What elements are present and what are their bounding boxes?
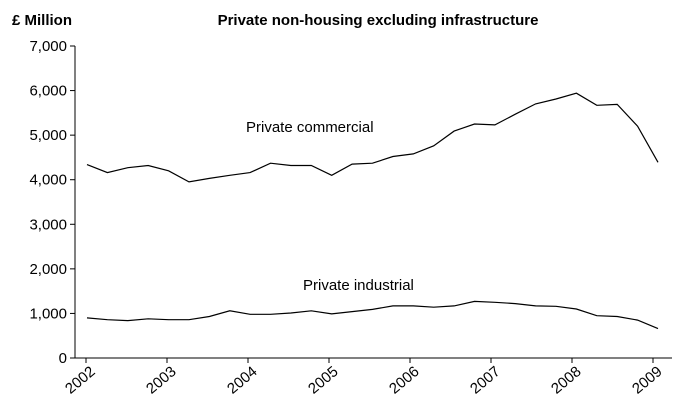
x-tick-label: 2003 (143, 363, 179, 397)
y-tick-label: 4,000 (29, 172, 67, 189)
series-line-private-industrial (86, 300, 659, 330)
series-line-private-commercial (86, 92, 659, 183)
x-tick-label: 2008 (548, 363, 584, 397)
y-ticks: 0 1,000 2,000 3,000 4,000 5,000 6,000 7,000 (29, 38, 75, 367)
y-tick-label: 2,000 (29, 261, 67, 278)
x-tick-label: 2002 (62, 363, 98, 397)
y-axis-label: £ Million (12, 12, 72, 29)
series-label-private-industrial: Private industrial (303, 277, 414, 294)
y-tick-label: 3,000 (29, 216, 67, 233)
y-tick-label: 1,000 (29, 305, 67, 322)
x-tick-label: 2006 (386, 363, 422, 397)
x-tick-label: 2004 (224, 363, 260, 397)
chart-title: Private non-housing excluding infrastruc… (218, 12, 539, 29)
x-tick-label: 2007 (467, 363, 503, 397)
y-tick-label: 6,000 (29, 83, 67, 100)
x-tick-label: 2009 (629, 363, 665, 397)
series-label-private-commercial: Private commercial (246, 119, 374, 136)
y-tick-label: 0 (59, 350, 67, 367)
y-tick-label: 5,000 (29, 127, 67, 144)
x-ticks: 2002 2003 2004 2005 2006 2007 2008 2009 (62, 358, 666, 398)
x-tick-label: 2005 (305, 363, 341, 397)
series-lines (86, 92, 659, 330)
y-tick-label: 7,000 (29, 38, 67, 55)
